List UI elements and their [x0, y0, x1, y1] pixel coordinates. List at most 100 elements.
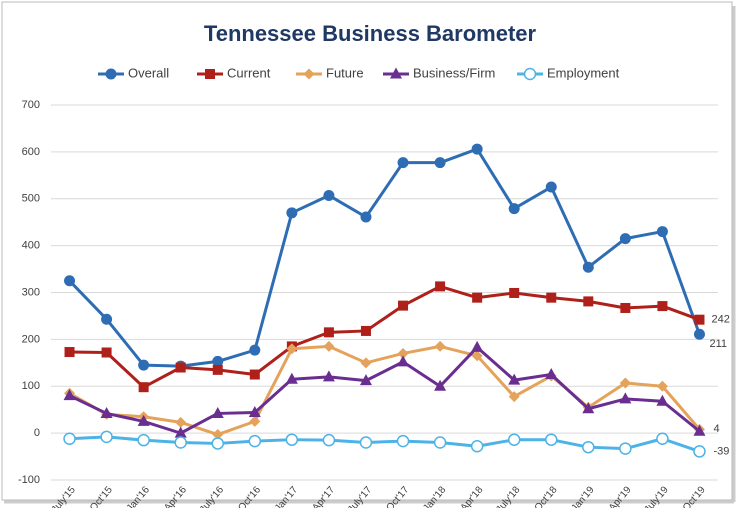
point-marker: [472, 292, 483, 303]
data-label: 211: [709, 338, 727, 350]
series-line: [69, 284, 700, 389]
point-marker: [546, 292, 557, 303]
point-marker: [100, 430, 113, 444]
point-marker: [64, 347, 75, 358]
point-marker: [397, 347, 409, 359]
point-marker: [63, 389, 76, 401]
y-tick-label: 300: [22, 286, 40, 298]
y-tick-label: 400: [22, 240, 40, 252]
point-marker: [285, 372, 298, 384]
point-marker: [582, 261, 594, 273]
point-marker: [583, 296, 594, 307]
point-marker: [212, 429, 224, 441]
point-marker: [174, 426, 187, 438]
point-marker: [397, 355, 410, 367]
point-marker: [434, 379, 447, 391]
point-marker: [101, 347, 112, 358]
point-marker: [471, 143, 483, 155]
point-marker: [619, 377, 631, 389]
point-marker: [101, 313, 113, 325]
point-marker: [433, 436, 447, 449]
point-marker: [657, 301, 668, 312]
point-marker: [100, 406, 113, 418]
point-marker: [434, 340, 446, 352]
point-marker: [619, 442, 632, 455]
point-marker: [434, 157, 446, 169]
point-marker: [508, 391, 520, 403]
point-marker: [693, 424, 706, 436]
legend-marker: [390, 67, 402, 79]
point-marker: [248, 434, 262, 448]
point-marker: [360, 325, 371, 336]
point-marker: [656, 432, 669, 445]
legend-marker: [105, 68, 117, 80]
point-marker: [286, 207, 298, 219]
point-marker: [619, 392, 632, 404]
point-marker: [174, 436, 187, 449]
y-tick-label: 0: [34, 427, 40, 439]
point-marker: [249, 369, 260, 380]
point-marker: [435, 281, 446, 292]
point-marker: [175, 362, 186, 373]
point-marker: [545, 181, 557, 193]
point-marker: [359, 436, 373, 449]
series-line: [68, 344, 701, 437]
point-marker: [323, 189, 335, 201]
y-tick-label: 100: [22, 380, 40, 392]
legend-label: Future: [326, 65, 364, 80]
point-marker: [508, 373, 521, 385]
point-marker: [396, 434, 410, 448]
legend-marker: [205, 69, 215, 79]
y-tick-label: -100: [18, 474, 40, 486]
point-marker: [138, 382, 149, 393]
point-marker: [582, 402, 595, 414]
legend-label: Current: [227, 65, 271, 80]
point-marker: [470, 440, 484, 453]
point-marker: [620, 302, 631, 313]
point-marker: [322, 370, 335, 382]
point-marker: [175, 416, 187, 428]
y-tick-label: 600: [22, 146, 40, 158]
point-marker: [286, 343, 298, 355]
point-marker: [322, 433, 336, 447]
point-marker: [211, 406, 224, 418]
point-marker: [507, 433, 521, 446]
point-marker: [360, 357, 372, 369]
point-marker: [64, 275, 76, 287]
y-tick-label: 500: [22, 193, 40, 205]
point-marker: [137, 414, 150, 426]
point-marker: [360, 211, 372, 223]
point-marker: [397, 157, 409, 169]
data-label: 242: [711, 314, 729, 326]
point-marker: [323, 327, 334, 338]
data-label: 4: [713, 423, 719, 435]
y-tick-label: 200: [22, 333, 40, 345]
point-marker: [508, 203, 520, 215]
point-marker: [656, 394, 669, 406]
point-marker: [545, 433, 558, 446]
point-marker: [359, 374, 372, 386]
point-marker: [211, 437, 224, 450]
legend-label: Overall: [128, 65, 169, 80]
point-marker: [137, 433, 150, 447]
point-marker: [656, 380, 668, 392]
series-line: [68, 345, 701, 435]
point-marker: [285, 433, 299, 446]
legend-label: Employment: [547, 65, 620, 80]
legend-marker: [303, 68, 315, 80]
point-marker: [656, 226, 668, 238]
data-label: -39: [713, 445, 729, 457]
point-marker: [398, 300, 409, 311]
point-marker: [249, 415, 261, 427]
point-marker: [138, 359, 150, 371]
y-tick-label: 700: [22, 99, 40, 111]
point-marker: [619, 233, 631, 245]
chart-title: Tennessee Business Barometer: [204, 21, 537, 46]
point-marker: [545, 368, 558, 380]
series-line: [68, 147, 701, 368]
point-marker: [693, 445, 706, 458]
point-marker: [323, 340, 335, 352]
point-marker: [212, 355, 224, 367]
